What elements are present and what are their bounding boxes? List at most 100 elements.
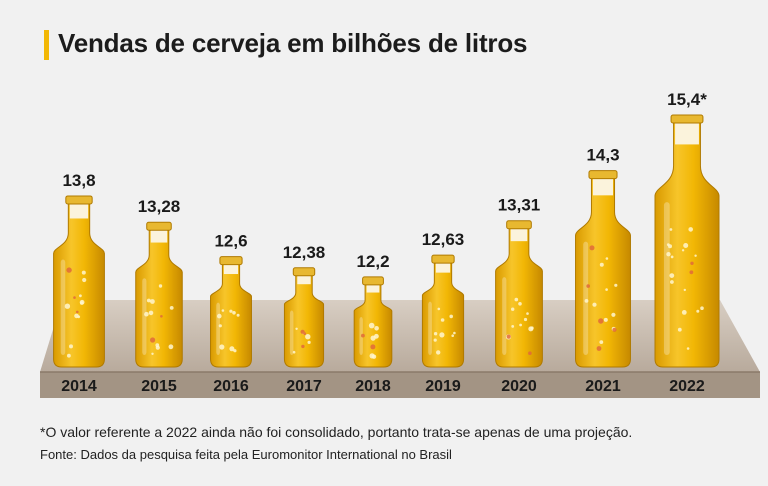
value-label-2017: 12,38 bbox=[283, 243, 326, 262]
bubble bbox=[160, 315, 163, 318]
bubble bbox=[696, 309, 700, 313]
bubble bbox=[433, 332, 438, 336]
bottle-cap bbox=[506, 220, 532, 230]
bubble bbox=[584, 299, 589, 303]
beer-bottle-chart: 13,8 13,28 12,6 12,38 12,2 12,63 13,31 14,3 15,4… bbox=[40, 90, 760, 398]
bottle-body bbox=[210, 264, 252, 368]
bubble bbox=[155, 345, 160, 350]
bubble bbox=[292, 350, 296, 354]
bottle-foam-top bbox=[592, 178, 614, 196]
bottle-2020 bbox=[495, 220, 543, 368]
bubble bbox=[150, 299, 155, 304]
value-label-2020: 13,31 bbox=[498, 196, 541, 215]
bottle-2014 bbox=[53, 195, 105, 368]
bubble bbox=[374, 326, 379, 331]
bubble bbox=[146, 298, 151, 303]
bubble bbox=[81, 270, 86, 275]
bubble bbox=[144, 311, 149, 317]
bottle-foam-top bbox=[223, 264, 239, 275]
year-label-2018: 2018 bbox=[355, 378, 391, 395]
year-label-2015: 2015 bbox=[141, 378, 177, 395]
bubble bbox=[148, 310, 154, 316]
bottle-foam-top bbox=[297, 275, 311, 285]
bottle-highlight bbox=[60, 259, 66, 355]
year-label-2016: 2016 bbox=[213, 378, 249, 395]
bottle-foam-top bbox=[366, 284, 380, 293]
bottle-2016 bbox=[210, 256, 252, 368]
bubble bbox=[73, 296, 76, 299]
bubble bbox=[690, 261, 694, 265]
year-label-2014: 2014 bbox=[61, 378, 97, 395]
bubble bbox=[150, 337, 156, 343]
title-accent-bar bbox=[44, 30, 49, 60]
bottle-cap bbox=[588, 170, 618, 180]
bubble bbox=[370, 344, 376, 350]
bubble bbox=[437, 307, 441, 311]
bubble bbox=[666, 252, 671, 257]
bubble bbox=[700, 306, 704, 311]
year-label-2022: 2022 bbox=[669, 378, 705, 395]
bubble bbox=[688, 227, 693, 232]
bubble bbox=[599, 262, 604, 267]
bubble bbox=[598, 318, 604, 324]
bubble bbox=[158, 284, 163, 288]
bubble bbox=[449, 314, 454, 319]
bottles-group bbox=[53, 114, 720, 368]
bubble bbox=[519, 323, 522, 327]
bottle-cap bbox=[65, 195, 93, 205]
bubble bbox=[79, 299, 85, 305]
year-label-2017: 2017 bbox=[286, 378, 322, 395]
bottle-foam-top bbox=[675, 123, 699, 145]
bubble bbox=[151, 352, 154, 355]
bubble bbox=[511, 325, 515, 328]
bubble bbox=[523, 317, 528, 322]
bubble bbox=[514, 297, 519, 302]
bottle-highlight bbox=[583, 241, 589, 355]
bottle-body bbox=[495, 228, 543, 368]
bottle-2015 bbox=[135, 221, 183, 368]
bubble bbox=[82, 277, 87, 283]
bottle-2019 bbox=[421, 254, 465, 368]
bubble bbox=[614, 283, 618, 287]
bubble bbox=[229, 309, 233, 313]
bubble bbox=[305, 334, 311, 340]
bubble bbox=[681, 249, 685, 252]
year-label-2020: 2020 bbox=[501, 378, 537, 395]
bottle-foam-top bbox=[510, 228, 528, 242]
bubble bbox=[605, 288, 608, 291]
bottle-cap bbox=[362, 276, 384, 286]
bubble bbox=[686, 347, 690, 350]
bubble bbox=[612, 327, 617, 332]
bubble bbox=[66, 267, 72, 273]
bubble bbox=[518, 302, 522, 306]
value-label-2019: 12,63 bbox=[422, 230, 465, 249]
bubble bbox=[232, 311, 236, 315]
bottle-body bbox=[53, 203, 105, 368]
bottle-body bbox=[421, 262, 465, 368]
source-note: Fonte: Dados da pesquisa feita pela Euro… bbox=[40, 447, 452, 462]
bubble bbox=[236, 313, 240, 317]
bottle-foam-top bbox=[435, 263, 451, 273]
bottle-highlight bbox=[502, 277, 507, 355]
bubble bbox=[67, 353, 71, 358]
bubble bbox=[596, 346, 602, 351]
bubble bbox=[433, 338, 437, 342]
bubble bbox=[439, 332, 445, 338]
bubble bbox=[670, 280, 674, 284]
bubble bbox=[168, 344, 174, 350]
bubble bbox=[506, 334, 511, 339]
bubble bbox=[229, 346, 235, 352]
bottle-highlight bbox=[663, 202, 670, 355]
bubble bbox=[669, 228, 673, 231]
value-label-2021: 14,3 bbox=[586, 146, 619, 165]
bottle-foam-top bbox=[69, 203, 89, 219]
value-label-2015: 13,28 bbox=[138, 197, 181, 216]
bubble bbox=[669, 273, 675, 278]
bottle-highlight bbox=[428, 301, 432, 355]
bubble bbox=[530, 326, 534, 330]
bubble bbox=[295, 327, 298, 330]
bottle-body bbox=[283, 275, 325, 368]
bubble bbox=[221, 309, 225, 312]
bottle-2022 bbox=[654, 114, 720, 368]
bubble bbox=[528, 351, 532, 356]
